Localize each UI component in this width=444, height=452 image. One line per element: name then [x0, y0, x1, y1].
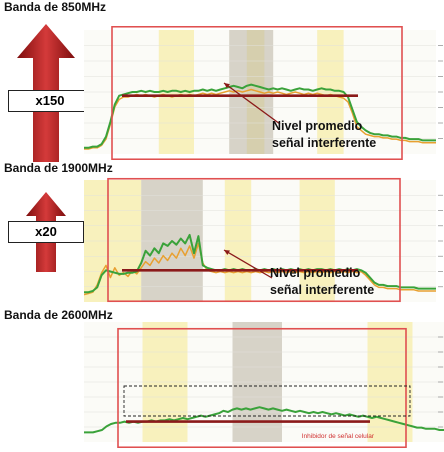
annotation-line-1: Nivel promedio [272, 118, 376, 135]
inhibitor-label: Inhibidor de señal celular [302, 433, 375, 440]
chart-1-plot [84, 26, 444, 160]
annotation-line-2: señal interferente [270, 282, 374, 299]
chart-2-title: Banda de 1900MHz [4, 161, 113, 175]
chart-2-plot [84, 174, 444, 310]
multiplier-badge: x150 [8, 90, 92, 112]
chart-3-title: Banda de 2600MHz [4, 308, 113, 322]
annotation-line-1: Nivel promedio [270, 265, 374, 282]
annotation-line-2: señal interferente [272, 135, 376, 152]
chart-1-title: Banda de 850MHz [4, 0, 106, 14]
chart-3-plot: Inhibidor de señal celular [84, 322, 444, 448]
chart-2-annotation: Nivel promedio señal interferente [270, 265, 374, 299]
chart-1-annotation: Nivel promedio señal interferente [272, 118, 376, 152]
multiplier-badge: x20 [8, 221, 84, 243]
